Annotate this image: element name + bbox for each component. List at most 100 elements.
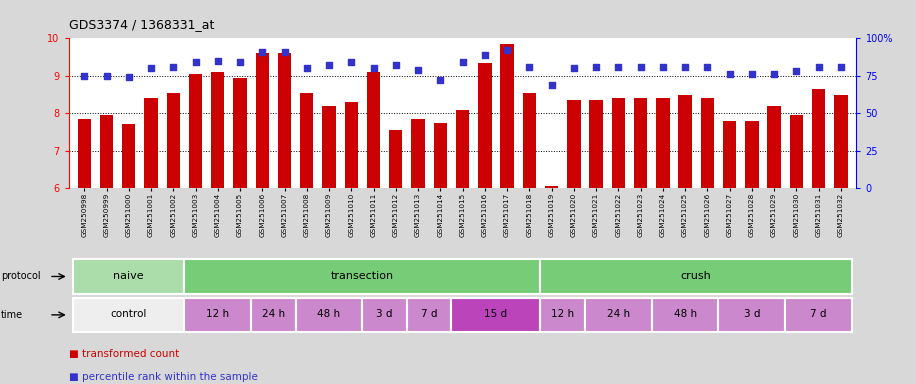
Point [188, 59, 202, 65]
Point [611, 64, 626, 70]
Point [812, 64, 826, 70]
Bar [540, 259, 852, 294]
Point [723, 71, 737, 78]
Point [633, 64, 648, 70]
Bar [367, 72, 380, 188]
Text: transection: transection [331, 271, 394, 281]
Bar [612, 98, 625, 188]
Bar [251, 298, 296, 332]
Point [656, 64, 671, 70]
Point [77, 73, 92, 79]
Point [144, 65, 158, 71]
Point [322, 62, 336, 68]
Text: 15 d: 15 d [485, 309, 507, 319]
Point [767, 71, 781, 78]
Text: 7 d: 7 d [811, 309, 827, 319]
Point [410, 67, 425, 73]
Text: ■ percentile rank within the sample: ■ percentile rank within the sample [69, 372, 257, 382]
Text: crush: crush [681, 271, 712, 281]
Bar [344, 102, 358, 188]
Bar [701, 98, 714, 188]
Bar [322, 106, 336, 188]
Point [122, 74, 136, 80]
Point [255, 49, 269, 55]
Point [166, 64, 180, 70]
Text: 24 h: 24 h [606, 309, 630, 319]
Bar [651, 298, 718, 332]
Point [233, 59, 247, 65]
Bar [389, 130, 402, 188]
Bar [300, 93, 313, 188]
Point [745, 71, 759, 78]
Bar [407, 298, 452, 332]
Bar [184, 259, 540, 294]
Point [388, 62, 403, 68]
Bar [145, 98, 158, 188]
Bar [523, 93, 536, 188]
Text: GDS3374 / 1368331_at: GDS3374 / 1368331_at [69, 18, 214, 31]
Text: 3 d: 3 d [376, 309, 393, 319]
Bar [567, 100, 581, 188]
Text: control: control [111, 309, 147, 319]
Bar [834, 94, 847, 188]
Bar [167, 93, 180, 188]
Bar [718, 298, 785, 332]
Bar [78, 119, 91, 188]
Bar [679, 94, 692, 188]
Text: 12 h: 12 h [551, 309, 574, 319]
Bar [478, 63, 492, 188]
Bar [211, 72, 224, 188]
Text: naive: naive [114, 271, 144, 281]
Bar [785, 298, 852, 332]
Bar [234, 78, 246, 188]
Text: 24 h: 24 h [262, 309, 285, 319]
Bar [589, 100, 603, 188]
Bar [768, 106, 780, 188]
Point [589, 64, 604, 70]
Bar [540, 298, 585, 332]
Bar [73, 259, 184, 294]
Text: 12 h: 12 h [206, 309, 229, 319]
Point [522, 64, 537, 70]
Point [700, 64, 714, 70]
Bar [100, 115, 114, 188]
Point [789, 68, 803, 74]
Point [834, 64, 848, 70]
Bar [456, 109, 469, 188]
Point [455, 59, 470, 65]
Bar [256, 53, 269, 188]
Bar [790, 115, 803, 188]
Point [566, 65, 581, 71]
Text: 48 h: 48 h [318, 309, 341, 319]
Point [366, 65, 381, 71]
Bar [189, 74, 202, 188]
Bar [73, 298, 184, 332]
Text: 7 d: 7 d [421, 309, 438, 319]
Text: time: time [1, 310, 23, 320]
Text: protocol: protocol [1, 271, 40, 281]
Bar [634, 98, 648, 188]
Point [300, 65, 314, 71]
Bar [545, 186, 558, 188]
Point [99, 73, 114, 79]
Bar [452, 298, 540, 332]
Bar [746, 121, 758, 188]
Bar [122, 124, 136, 188]
Bar [585, 298, 651, 332]
Text: ■ transformed count: ■ transformed count [69, 349, 179, 359]
Bar [296, 298, 363, 332]
Text: 48 h: 48 h [673, 309, 697, 319]
Point [500, 47, 515, 53]
Bar [723, 121, 736, 188]
Bar [812, 89, 825, 188]
Point [477, 52, 492, 58]
Point [678, 64, 692, 70]
Bar [411, 119, 425, 188]
Text: 3 d: 3 d [744, 309, 760, 319]
Point [544, 82, 559, 88]
Point [344, 59, 359, 65]
Bar [363, 298, 407, 332]
Bar [278, 53, 291, 188]
Point [278, 49, 292, 55]
Bar [656, 98, 670, 188]
